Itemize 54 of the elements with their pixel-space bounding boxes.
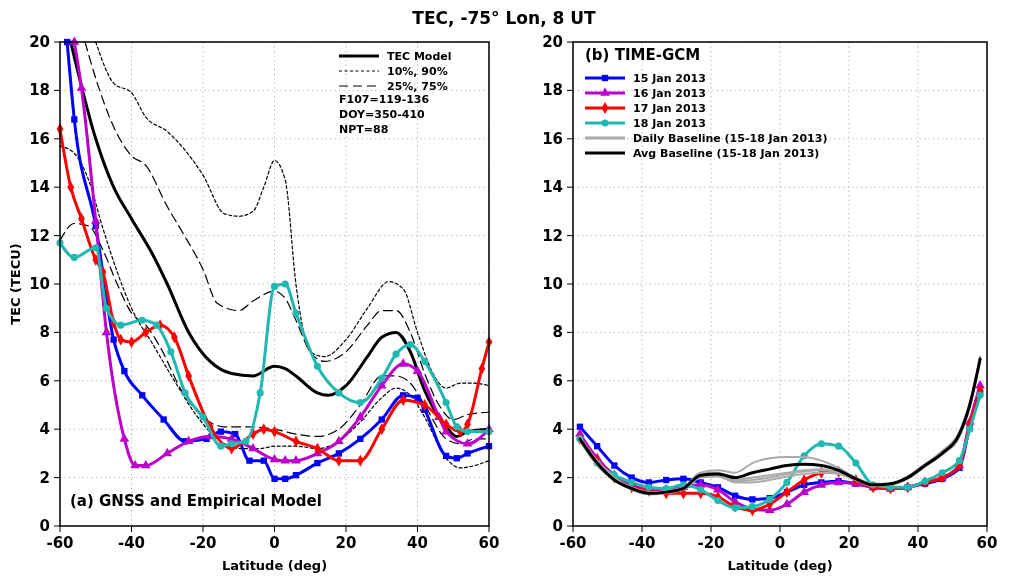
x-tick-label: 40 (407, 534, 428, 552)
y-tick-label: 8 (552, 323, 563, 342)
chart-title: TEC, -75° Lon, 8 UT (412, 8, 597, 28)
legend-label: 16 Jan 2013 (633, 87, 706, 100)
x-tick-label: 60 (478, 534, 500, 552)
annotation: F107=119-136 (339, 93, 430, 106)
y-tick-label: 18 (542, 81, 563, 100)
y-tick-label: 10 (29, 275, 50, 293)
legend-label: 10%, 90% (387, 65, 448, 78)
x-tick-label: -60 (46, 534, 74, 552)
y-tick-label: 12 (542, 226, 563, 245)
legend-title: (b) TIME-GCM (585, 46, 701, 64)
legend-label: Avg Baseline (15-18 Jan 2013) (633, 147, 820, 160)
x-tick-label: 40 (907, 534, 929, 552)
y-tick-label: 0 (552, 517, 563, 535)
y-tick-label: 16 (542, 129, 563, 148)
x-tick-label: 20 (838, 534, 860, 552)
y-tick-label: 14 (542, 178, 563, 197)
y-tick-label: 4 (552, 420, 563, 439)
x-tick-label: 20 (335, 534, 357, 552)
y-tick-label: 12 (29, 226, 50, 245)
y-tick-label: 18 (29, 81, 50, 100)
annotation: DOY=350-410 (339, 108, 426, 121)
legend-label: TEC Model (387, 50, 452, 63)
x-tick-label: -40 (117, 534, 146, 552)
y-tick-label: 10 (542, 275, 563, 293)
x-tick-label: -40 (628, 534, 656, 552)
y-tick-label: 20 (29, 33, 50, 51)
legend-label: 25%, 75% (387, 80, 448, 93)
legend-label: 15 Jan 2013 (633, 72, 706, 85)
annotation: NPT=88 (339, 123, 389, 136)
x-axis-title: Latitude (deg) (221, 558, 328, 573)
y-tick-label: 6 (552, 371, 563, 390)
legend-label: 18 Jan 2013 (633, 117, 706, 130)
y-tick-label: 16 (29, 129, 50, 148)
y-tick-label: 2 (552, 468, 563, 487)
y-tick-label: 0 (39, 517, 50, 535)
y-tick-label: 20 (542, 33, 563, 51)
y-tick-label: 8 (39, 323, 50, 342)
y-tick-label: 2 (39, 468, 50, 487)
x-axis-title: Latitude (deg) (727, 558, 833, 573)
x-tick-label: 0 (269, 534, 280, 552)
y-tick-label: 6 (39, 371, 50, 390)
y-axis-title: TEC (TECU) (8, 243, 23, 325)
x-tick-label: -20 (189, 534, 217, 552)
x-tick-label: -20 (697, 534, 725, 552)
annotation: (a) GNSS and Empirical Model (70, 492, 322, 510)
x-tick-label: 60 (976, 534, 998, 552)
legend-label: Daily Baseline (15-18 Jan 2013) (633, 132, 828, 145)
x-tick-label: 0 (774, 534, 786, 552)
y-tick-label: 14 (29, 178, 50, 197)
x-tick-label: -60 (559, 534, 587, 552)
legend-label: 17 Jan 2013 (633, 102, 706, 115)
y-tick-label: 4 (39, 420, 50, 439)
